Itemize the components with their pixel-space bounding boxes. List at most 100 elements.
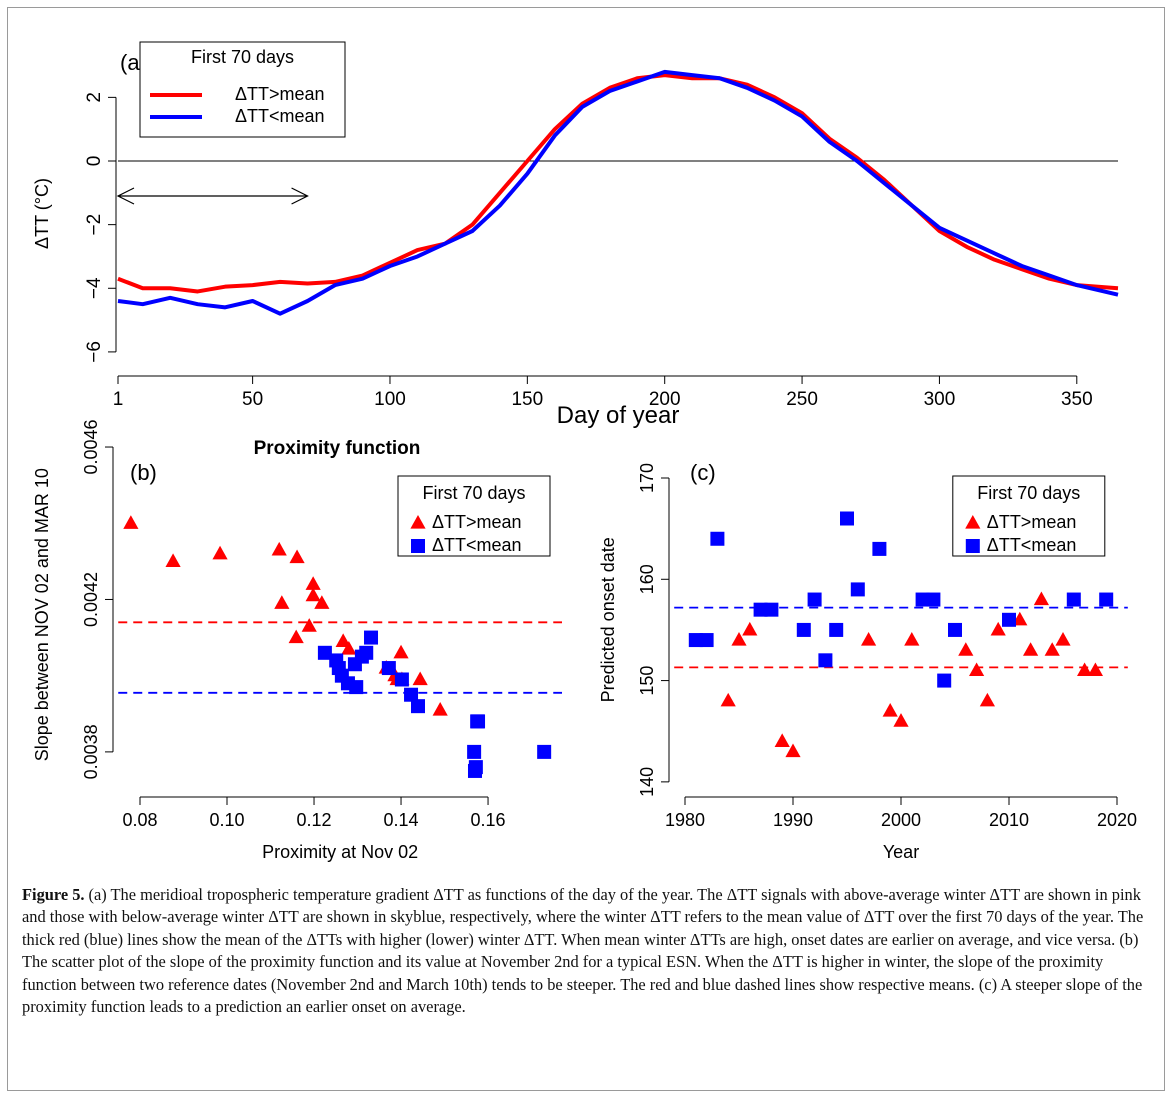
point — [785, 743, 801, 758]
point — [317, 645, 332, 660]
point — [969, 662, 985, 677]
point — [341, 640, 357, 655]
point — [1023, 642, 1039, 656]
point — [710, 531, 725, 546]
x-tick-label: 100 — [374, 389, 406, 410]
point — [990, 621, 1006, 636]
point — [410, 699, 425, 714]
point — [807, 592, 822, 607]
y-tick-label: 140 — [637, 767, 657, 797]
point — [796, 622, 811, 637]
range-arrow — [116, 187, 309, 205]
point — [471, 714, 486, 729]
point — [893, 713, 909, 727]
legend-label: ΔTT>mean — [987, 512, 1077, 532]
legend-swatch — [410, 515, 426, 529]
x-axis-title: Proximity at Nov 02 — [262, 842, 418, 862]
point — [1099, 592, 1114, 607]
y-tick-label: −2 — [84, 214, 105, 236]
legend-swatch — [965, 539, 980, 553]
x-tick-label: 250 — [786, 389, 818, 410]
legend-label: ΔTT<mean — [987, 535, 1077, 555]
x-tick-label: 1980 — [665, 810, 705, 830]
point — [1087, 662, 1103, 677]
point — [314, 595, 330, 609]
point — [359, 645, 374, 660]
x-tick-label: 1 — [113, 389, 124, 410]
y-axis-title: Predicted onset date — [598, 537, 618, 702]
point — [394, 672, 409, 687]
point — [742, 621, 758, 636]
x-tick-label: 300 — [924, 389, 956, 410]
caption-label: Figure 5. — [22, 885, 85, 904]
y-tick-label: 150 — [637, 666, 657, 696]
y-tick-label: 170 — [637, 463, 657, 493]
point — [335, 633, 351, 647]
x-tick-label: 350 — [1061, 389, 1093, 410]
point — [915, 592, 930, 607]
point — [274, 595, 290, 609]
point — [720, 692, 736, 707]
y-tick-label: 0.0038 — [81, 724, 101, 779]
caption-text: (a) The meridioal tropospheric temperatu… — [22, 885, 1144, 1017]
point — [926, 592, 941, 607]
y-tick-label: 0.0046 — [81, 419, 101, 474]
x-tick-label: 0.14 — [384, 810, 419, 830]
legend-title: First 70 days — [422, 483, 525, 503]
point — [305, 587, 321, 602]
y-axis-title: Slope between NOV 02 and MAR 10 — [32, 468, 52, 761]
x-tick-label: 2010 — [989, 810, 1029, 830]
point — [1077, 662, 1093, 677]
legend-label: ΔTT>mean — [432, 512, 522, 532]
x-tick-label: 0.16 — [471, 810, 506, 830]
point — [165, 553, 181, 567]
x-axis-title: Day of year — [557, 402, 680, 429]
point — [699, 633, 714, 648]
x-tick-label: 0.12 — [296, 810, 331, 830]
point — [1066, 592, 1081, 607]
x-tick-label: 0.10 — [209, 810, 244, 830]
point — [937, 673, 952, 688]
point — [840, 511, 854, 526]
point — [289, 549, 305, 564]
point — [349, 680, 364, 695]
legend-swatch — [411, 539, 425, 553]
point — [432, 701, 448, 716]
y-tick-label: 0 — [84, 156, 105, 167]
point — [753, 602, 768, 617]
point — [850, 582, 865, 597]
point — [364, 630, 379, 645]
point — [979, 692, 995, 707]
point — [872, 541, 887, 556]
point — [288, 629, 304, 644]
point — [948, 622, 962, 637]
legend-label: ΔTT<mean — [235, 106, 325, 126]
point — [301, 618, 317, 632]
point — [467, 744, 482, 759]
legend-swatch — [965, 515, 981, 529]
point — [468, 760, 483, 775]
point — [731, 632, 747, 646]
point — [1002, 612, 1016, 627]
x-tick-label: 0.08 — [122, 810, 157, 830]
point — [688, 633, 703, 648]
point — [774, 733, 790, 747]
figure-frame — [7, 7, 1165, 1091]
x-tick-label: 1990 — [773, 810, 813, 830]
point — [882, 702, 898, 717]
y-tick-label: 2 — [84, 92, 105, 103]
point — [1044, 642, 1060, 656]
point — [393, 644, 409, 659]
caption: Figure 5. (a) The meridioal tropospheric … — [22, 884, 1154, 1018]
panel-label: (b) — [130, 460, 157, 485]
legend-label: ΔTT>mean — [235, 84, 325, 104]
y-tick-label: 160 — [637, 564, 657, 594]
x-axis-title: Year — [883, 842, 919, 862]
point — [271, 541, 287, 556]
series-line — [117, 73, 1119, 294]
x-tick-label: 150 — [511, 389, 543, 410]
y-tick-label: 0.0042 — [81, 572, 101, 627]
point — [537, 744, 552, 759]
